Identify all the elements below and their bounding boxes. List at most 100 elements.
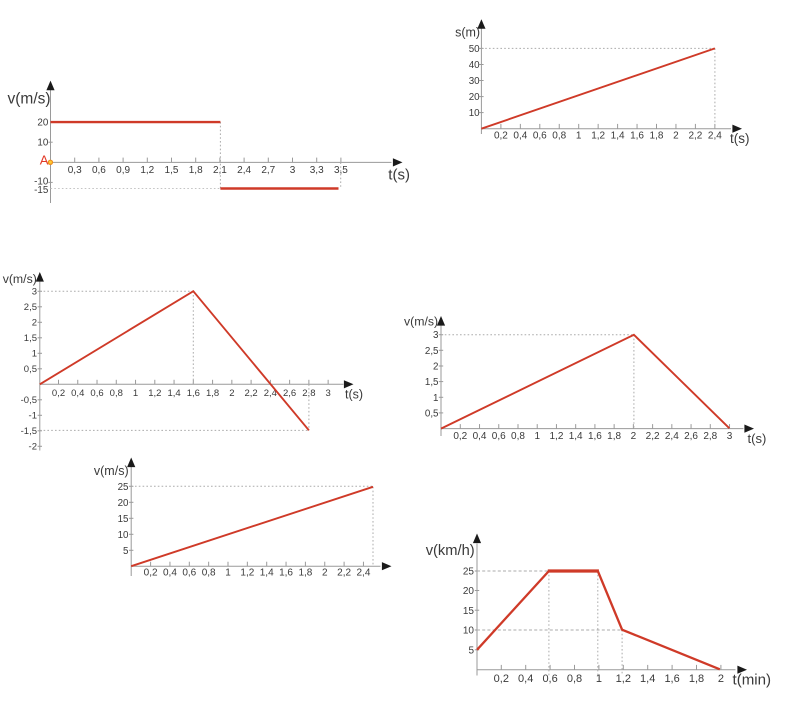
svg-text:2,4: 2,4: [708, 131, 722, 142]
svg-text:3: 3: [727, 431, 733, 442]
svg-text:1,2: 1,2: [549, 431, 563, 442]
svg-text:1,6: 1,6: [187, 388, 200, 399]
svg-text:3: 3: [433, 330, 439, 341]
svg-text:t(s): t(s): [345, 388, 363, 402]
svg-text:2: 2: [673, 131, 679, 142]
svg-text:25: 25: [118, 482, 129, 493]
svg-text:5: 5: [468, 645, 474, 656]
svg-text:0,4: 0,4: [518, 673, 533, 685]
svg-text:0,6: 0,6: [92, 165, 106, 176]
svg-text:1,4: 1,4: [260, 568, 274, 579]
svg-text:t(s): t(s): [748, 431, 767, 446]
svg-text:0,4: 0,4: [513, 131, 527, 142]
svg-text:10: 10: [463, 626, 475, 637]
svg-text:2,5: 2,5: [24, 302, 37, 313]
svg-text:1,8: 1,8: [206, 388, 219, 399]
svg-text:2,1: 2,1: [213, 165, 227, 176]
svg-text:2,6: 2,6: [684, 431, 698, 442]
svg-text:30: 30: [469, 76, 480, 87]
svg-text:2: 2: [32, 318, 37, 329]
svg-text:2,4: 2,4: [665, 431, 679, 442]
svg-text:0,8: 0,8: [552, 131, 566, 142]
svg-text:1: 1: [433, 393, 438, 404]
svg-text:2,6: 2,6: [283, 388, 296, 399]
svg-text:1,4: 1,4: [640, 673, 655, 685]
svg-text:2: 2: [631, 431, 637, 442]
svg-text:1,4: 1,4: [611, 131, 625, 142]
svg-text:0,6: 0,6: [533, 131, 547, 142]
svg-text:0,8: 0,8: [567, 673, 582, 685]
svg-text:2,4: 2,4: [237, 165, 251, 176]
svg-text:1,8: 1,8: [689, 673, 704, 685]
svg-text:v(m/s): v(m/s): [94, 464, 129, 478]
svg-text:0,6: 0,6: [90, 388, 103, 399]
svg-text:1: 1: [32, 349, 37, 360]
svg-text:15: 15: [118, 514, 129, 525]
svg-text:1,8: 1,8: [189, 165, 203, 176]
svg-text:3: 3: [32, 287, 37, 298]
svg-text:1,8: 1,8: [298, 568, 312, 579]
svg-text:2,4: 2,4: [264, 388, 277, 399]
svg-text:2,2: 2,2: [337, 568, 351, 579]
svg-text:2: 2: [229, 388, 234, 399]
svg-text:0,4: 0,4: [473, 431, 487, 442]
svg-text:0,6: 0,6: [542, 673, 557, 685]
svg-text:20: 20: [37, 117, 48, 128]
svg-text:20: 20: [469, 92, 480, 103]
svg-text:1,2: 1,2: [140, 165, 154, 176]
svg-text:1,8: 1,8: [650, 131, 664, 142]
svg-text:0,2: 0,2: [494, 131, 508, 142]
svg-text:1,8: 1,8: [607, 431, 621, 442]
svg-text:0,8: 0,8: [511, 431, 525, 442]
svg-text:t(s): t(s): [730, 131, 750, 146]
svg-text:0,6: 0,6: [492, 431, 506, 442]
svg-text:-10: -10: [34, 177, 49, 188]
svg-text:3: 3: [290, 165, 296, 176]
svg-text:1: 1: [596, 673, 602, 685]
svg-text:1,2: 1,2: [591, 131, 605, 142]
svg-text:s(m): s(m): [455, 25, 480, 39]
svg-text:3: 3: [325, 388, 330, 399]
svg-text:0,2: 0,2: [494, 673, 509, 685]
svg-text:0,2: 0,2: [144, 568, 158, 579]
svg-text:10: 10: [37, 138, 48, 149]
svg-text:1,6: 1,6: [588, 431, 602, 442]
svg-text:1,2: 1,2: [240, 568, 254, 579]
svg-text:0,2: 0,2: [453, 431, 467, 442]
svg-text:10: 10: [469, 108, 480, 119]
svg-text:1: 1: [534, 431, 540, 442]
svg-text:1,5: 1,5: [24, 333, 37, 344]
svg-text:v(m/s): v(m/s): [3, 272, 37, 286]
svg-text:v(km/h): v(km/h): [426, 543, 475, 559]
svg-text:2: 2: [322, 568, 328, 579]
svg-text:1,2: 1,2: [616, 673, 631, 685]
svg-text:0,4: 0,4: [71, 388, 84, 399]
svg-text:2,2: 2,2: [688, 131, 702, 142]
svg-text:0,3: 0,3: [68, 165, 82, 176]
svg-text:50: 50: [469, 44, 480, 55]
svg-text:t(s): t(s): [388, 167, 410, 184]
svg-text:-2: -2: [29, 442, 37, 453]
svg-text:1: 1: [576, 131, 582, 142]
svg-text:1,5: 1,5: [425, 377, 439, 388]
svg-text:20: 20: [463, 586, 475, 597]
svg-text:25: 25: [463, 567, 475, 578]
svg-text:-0,5: -0,5: [21, 395, 37, 406]
svg-text:1,6: 1,6: [664, 673, 679, 685]
svg-text:3,3: 3,3: [310, 165, 324, 176]
svg-text:1,5: 1,5: [165, 165, 179, 176]
svg-text:2,2: 2,2: [646, 431, 660, 442]
svg-text:1: 1: [225, 568, 231, 579]
svg-text:v(m/s): v(m/s): [404, 315, 438, 329]
svg-text:0,5: 0,5: [24, 364, 37, 375]
svg-text:-1: -1: [29, 411, 37, 422]
svg-text:t(min): t(min): [733, 671, 772, 688]
svg-text:0,8: 0,8: [110, 388, 123, 399]
svg-text:-1,5: -1,5: [21, 426, 37, 437]
svg-text:1,6: 1,6: [630, 131, 644, 142]
svg-text:2,8: 2,8: [703, 431, 717, 442]
svg-text:40: 40: [469, 60, 480, 71]
svg-text:20: 20: [118, 498, 129, 509]
svg-text:0,5: 0,5: [425, 408, 439, 419]
svg-text:2,5: 2,5: [425, 346, 439, 357]
